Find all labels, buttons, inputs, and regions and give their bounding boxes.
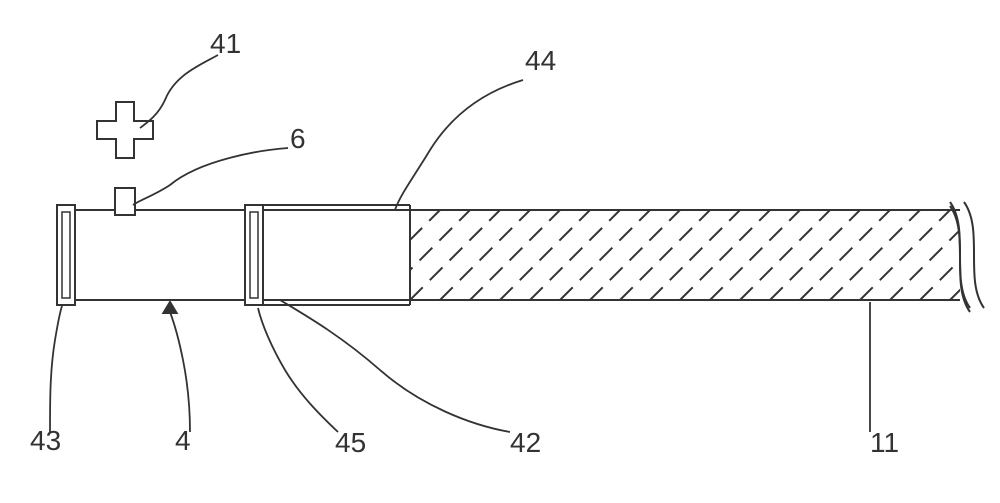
label-44: 44 [525, 45, 556, 76]
label-6: 6 [290, 123, 306, 154]
block-6 [115, 188, 135, 215]
label-4: 4 [175, 425, 191, 456]
leader-41 [140, 55, 218, 128]
ring-43-outer [57, 205, 75, 305]
label-41: 41 [210, 28, 241, 59]
label-11: 11 [870, 427, 899, 458]
leader-4 [170, 312, 190, 432]
leader-43 [50, 306, 62, 432]
label-45: 45 [335, 427, 366, 458]
leader-42 [280, 300, 510, 432]
leader-6 [133, 148, 288, 205]
ring-45-outer [245, 205, 263, 305]
break-mark-2 [964, 202, 984, 308]
leader-44 [395, 80, 523, 210]
cross-41 [97, 102, 153, 158]
hatched-region [320, 210, 1000, 300]
label-42: 42 [510, 427, 541, 458]
diagram-canvas: 4 6 11 41 42 43 44 45 [0, 0, 1000, 503]
label-43: 43 [30, 425, 61, 456]
arrow-4 [162, 300, 179, 314]
leader-45 [258, 308, 338, 432]
